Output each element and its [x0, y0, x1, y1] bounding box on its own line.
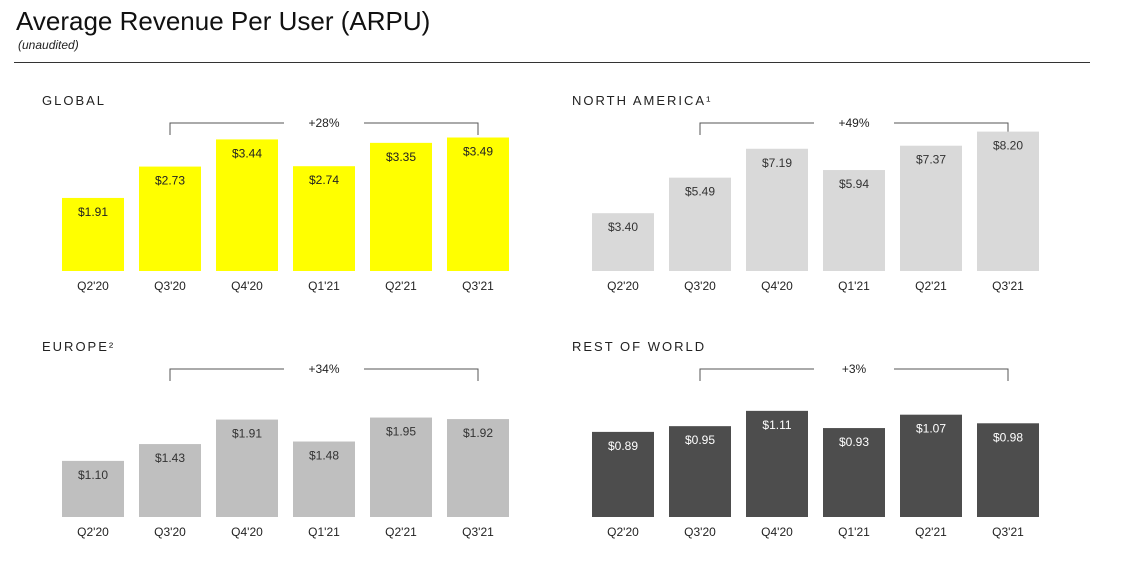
x-tick-q2-20: Q2'20 [607, 279, 639, 293]
value-label-q3-20: $0.95 [685, 433, 715, 447]
bar-q2-21 [900, 414, 962, 517]
growth-label: +28% [308, 116, 339, 130]
chart-svg: REST OF WORLD +3% $0.89 Q2'20 $0.95 Q3'20 $1.1… [572, 339, 1039, 539]
bar-q4-20 [216, 139, 278, 271]
chart-svg: EUROPE² +34% $1.10 Q2'20 $1.43 Q3'20 $1.91 Q4'2… [42, 339, 509, 539]
x-tick-q4-20: Q4'20 [231, 525, 263, 539]
growth-bracket [699, 368, 1009, 381]
x-tick-q2-20: Q2'20 [77, 525, 109, 539]
x-tick-q4-20: Q4'20 [761, 525, 793, 539]
value-label-q1-21: $5.94 [839, 177, 869, 191]
bar-q4-20 [746, 148, 808, 271]
value-label-q2-20: $3.40 [608, 220, 638, 234]
x-tick-q2-21: Q2'21 [385, 279, 417, 293]
value-label-q2-21: $1.95 [386, 425, 416, 439]
bar-q4-20 [216, 419, 278, 517]
europe-arpu-chart: EUROPE² +34% $1.10 Q2'20 $1.43 Q3'20 $1.91 Q4'2… [40, 332, 580, 562]
value-label-q4-20: $3.44 [232, 146, 262, 160]
value-label-q3-21: $3.49 [463, 145, 493, 159]
value-label-q3-21: $8.20 [993, 139, 1023, 153]
bar-q2-20 [62, 197, 124, 271]
growth-label: +49% [838, 116, 869, 130]
value-label-q1-21: $2.74 [309, 173, 339, 187]
bar-q2-20 [592, 431, 654, 517]
x-tick-q3-20: Q3'20 [684, 279, 716, 293]
bar-q3-20 [139, 444, 201, 517]
bar-q2-20 [592, 213, 654, 271]
page-subtitle: (unaudited) [18, 38, 79, 52]
x-tick-q2-21: Q2'21 [915, 525, 947, 539]
value-label-q2-20: $1.91 [78, 205, 108, 219]
value-label-q4-20: $7.19 [762, 156, 792, 170]
chart-title: GLOBAL [42, 93, 106, 108]
growth-bracket [169, 122, 479, 135]
x-tick-q4-20: Q4'20 [231, 279, 263, 293]
bar-q1-21 [823, 428, 885, 517]
bar-q3-21 [447, 137, 509, 271]
bar-q3-20 [669, 177, 731, 271]
value-label-q2-21: $7.37 [916, 153, 946, 167]
growth-label: +34% [308, 362, 339, 376]
bar-q1-21 [823, 170, 885, 271]
bar-q3-21 [447, 419, 509, 517]
rest-of-world-arpu-chart: REST OF WORLD +3% $0.89 Q2'20 $0.95 Q3'20 $1.1… [570, 332, 1110, 562]
chart-title: EUROPE² [42, 339, 115, 354]
value-label-q4-20: $1.91 [232, 427, 262, 441]
chart-svg: GLOBAL +28% $1.91 Q2'20 $2.73 Q3'20 $3.44 Q4'20… [42, 93, 509, 293]
bar-q2-21 [900, 145, 962, 271]
x-tick-q3-20: Q3'20 [154, 525, 186, 539]
growth-bracket [699, 122, 1009, 135]
value-label-q3-21: $0.98 [993, 430, 1023, 444]
chart-title: REST OF WORLD [572, 339, 706, 354]
bar-q1-21 [293, 166, 355, 271]
global-arpu-chart: GLOBAL +28% $1.91 Q2'20 $2.73 Q3'20 $3.44 Q4'20… [40, 86, 580, 316]
value-label-q3-20: $1.43 [155, 451, 185, 465]
value-label-q2-20: $0.89 [608, 439, 638, 453]
chart-title: NORTH AMERICA¹ [572, 93, 712, 108]
value-label-q3-21: $1.92 [463, 426, 493, 440]
value-label-q1-21: $0.93 [839, 435, 869, 449]
bar-q3-20 [669, 426, 731, 517]
bar-q2-20 [62, 460, 124, 517]
growth-label: +3% [842, 362, 867, 376]
value-label-q2-20: $1.10 [78, 468, 108, 482]
x-tick-q1-21: Q1'21 [308, 279, 340, 293]
value-label-q2-21: $1.07 [916, 422, 946, 436]
bar-q3-21 [977, 131, 1039, 271]
x-tick-q1-21: Q1'21 [308, 525, 340, 539]
growth-bracket [169, 368, 479, 381]
x-tick-q3-21: Q3'21 [992, 279, 1024, 293]
x-tick-q2-21: Q2'21 [915, 279, 947, 293]
bar-q4-20 [746, 410, 808, 517]
bar-q2-21 [370, 417, 432, 517]
x-tick-q3-21: Q3'21 [992, 525, 1024, 539]
bar-q1-21 [293, 441, 355, 517]
chart-svg: NORTH AMERICA¹ +49% $3.40 Q2'20 $5.49 Q3'20 $7… [572, 93, 1039, 293]
bar-q2-21 [370, 142, 432, 271]
x-tick-q2-20: Q2'20 [77, 279, 109, 293]
value-label-q3-20: $5.49 [685, 185, 715, 199]
page-title: Average Revenue Per User (ARPU) [16, 6, 431, 36]
value-label-q2-21: $3.35 [386, 150, 416, 164]
bar-q3-21 [977, 423, 1039, 517]
north-america-arpu-chart: NORTH AMERICA¹ +49% $3.40 Q2'20 $5.49 Q3'20 $7… [570, 86, 1110, 316]
x-tick-q2-20: Q2'20 [607, 525, 639, 539]
value-label-q1-21: $1.48 [309, 449, 339, 463]
x-tick-q3-21: Q3'21 [462, 525, 494, 539]
x-tick-q1-21: Q1'21 [838, 279, 870, 293]
x-tick-q3-20: Q3'20 [684, 525, 716, 539]
x-tick-q3-21: Q3'21 [462, 279, 494, 293]
x-tick-q3-20: Q3'20 [154, 279, 186, 293]
x-tick-q2-21: Q2'21 [385, 525, 417, 539]
value-label-q3-20: $2.73 [155, 174, 185, 188]
x-tick-q1-21: Q1'21 [838, 525, 870, 539]
x-tick-q4-20: Q4'20 [761, 279, 793, 293]
bar-q3-20 [139, 166, 201, 271]
title-divider [14, 62, 1090, 63]
value-label-q4-20: $1.11 [762, 418, 791, 432]
